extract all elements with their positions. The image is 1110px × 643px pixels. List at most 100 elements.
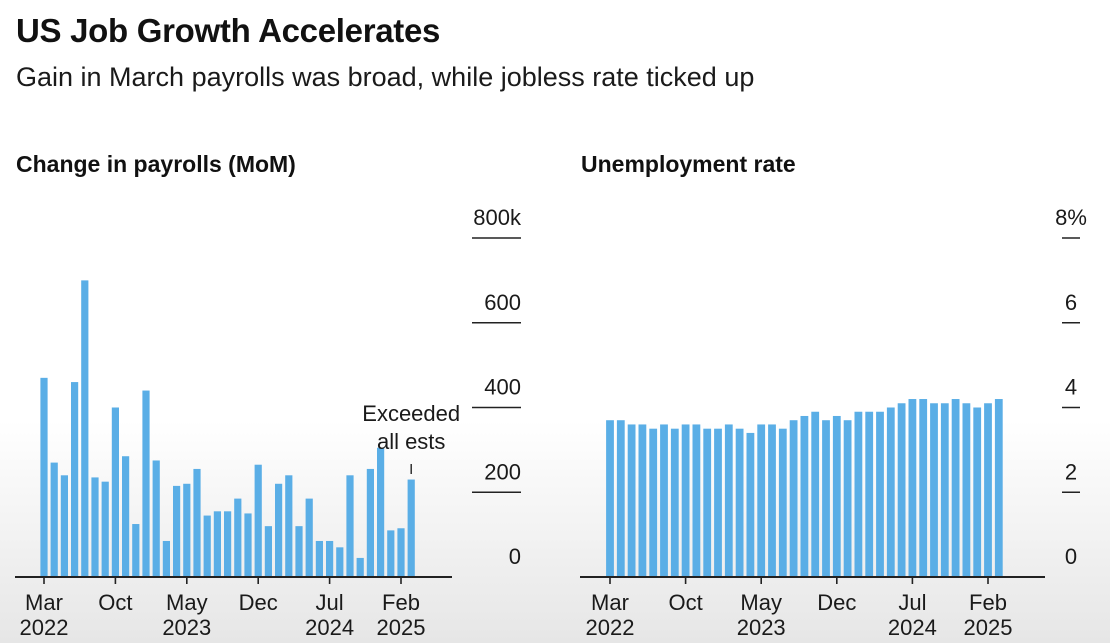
bar	[224, 511, 232, 577]
bar	[649, 428, 658, 577]
bar	[387, 530, 395, 577]
bar	[336, 547, 344, 577]
bar	[940, 403, 949, 577]
bar	[865, 411, 874, 577]
bar	[973, 407, 982, 577]
bar	[919, 399, 928, 577]
y-tick-label: 2	[1065, 459, 1077, 484]
bar	[254, 464, 262, 577]
x-tick-label: Jul	[316, 590, 344, 615]
bar	[908, 399, 917, 577]
bar	[627, 424, 636, 577]
bar	[746, 432, 755, 577]
bar	[346, 475, 354, 577]
y-tick-label: 0	[509, 544, 521, 569]
bar	[854, 411, 863, 577]
chart-title: US Job Growth Accelerates	[16, 12, 441, 49]
chart-subtitle: Gain in March payrolls was broad, while …	[16, 62, 755, 92]
x-tick-label: 2025	[964, 615, 1013, 640]
x-tick-label: Oct	[668, 590, 702, 615]
y-tick-label: 8%	[1055, 205, 1087, 230]
bar	[407, 479, 415, 577]
bar	[315, 540, 323, 577]
bar	[994, 399, 1003, 577]
bar	[843, 420, 852, 577]
bar	[876, 411, 884, 577]
bar	[203, 515, 211, 577]
bar	[811, 411, 820, 577]
bar	[111, 407, 119, 577]
bar	[951, 399, 960, 577]
y-tick-label: 200	[484, 459, 521, 484]
bar	[142, 390, 150, 577]
bar	[326, 540, 334, 577]
bar	[295, 526, 303, 577]
bar	[193, 468, 201, 577]
x-tick-label: 2025	[377, 615, 426, 640]
bar	[244, 513, 252, 577]
bar	[757, 424, 766, 577]
x-tick-label: May	[166, 590, 208, 615]
bar	[132, 524, 140, 577]
bar	[285, 475, 293, 577]
y-tick-label: 800k	[473, 205, 522, 230]
bar	[789, 420, 798, 577]
x-tick-label: Dec	[239, 590, 278, 615]
bar	[724, 424, 733, 577]
bar	[768, 424, 776, 577]
bar	[897, 403, 906, 577]
x-tick-label: 2022	[586, 615, 635, 640]
bar	[778, 428, 787, 577]
y-tick-label: 400	[484, 375, 521, 400]
bar	[606, 420, 614, 577]
bar	[183, 483, 191, 577]
bar	[366, 468, 374, 577]
bar	[213, 511, 221, 577]
x-tick-label: 2023	[737, 615, 786, 640]
bar	[101, 481, 109, 577]
bar	[616, 420, 625, 577]
bar	[703, 428, 712, 577]
x-tick-label: 2023	[162, 615, 211, 640]
x-tick-label: 2024	[888, 615, 937, 640]
x-tick-label: Mar	[25, 590, 63, 615]
y-tick-label: 6	[1065, 290, 1077, 315]
y-tick-label: 600	[484, 290, 521, 315]
bar	[305, 498, 313, 577]
x-tick-label: 2022	[20, 615, 69, 640]
x-tick-label: May	[740, 590, 782, 615]
bar	[735, 428, 744, 577]
bar	[275, 483, 283, 577]
annotation: Exceeded all ests	[362, 401, 460, 474]
x-tick-label: Oct	[98, 590, 132, 615]
bar	[356, 557, 364, 577]
panel-title: Change in payrolls (MoM)	[16, 151, 296, 177]
annotation-text: Exceeded	[362, 401, 460, 426]
bar	[962, 403, 971, 577]
bar	[660, 424, 668, 577]
bar	[50, 462, 58, 577]
bar	[173, 485, 181, 577]
annotation-text: all ests	[377, 429, 445, 454]
x-tick-label: Dec	[817, 590, 856, 615]
bar	[692, 424, 701, 577]
bar	[264, 526, 272, 577]
bar	[800, 415, 809, 577]
bar	[886, 407, 895, 577]
bar	[234, 498, 242, 577]
x-tick-label: Mar	[591, 590, 629, 615]
bar	[60, 475, 68, 577]
bar	[822, 420, 830, 577]
y-tick-label: 4	[1065, 375, 1077, 400]
y-tick-label: 0	[1065, 544, 1077, 569]
bar	[681, 424, 690, 577]
bar	[71, 382, 79, 577]
x-tick-label: Jul	[898, 590, 926, 615]
bar	[377, 447, 385, 577]
bar	[122, 456, 130, 577]
bar	[91, 477, 99, 577]
x-tick-label: Feb	[969, 590, 1007, 615]
bar	[670, 428, 679, 577]
